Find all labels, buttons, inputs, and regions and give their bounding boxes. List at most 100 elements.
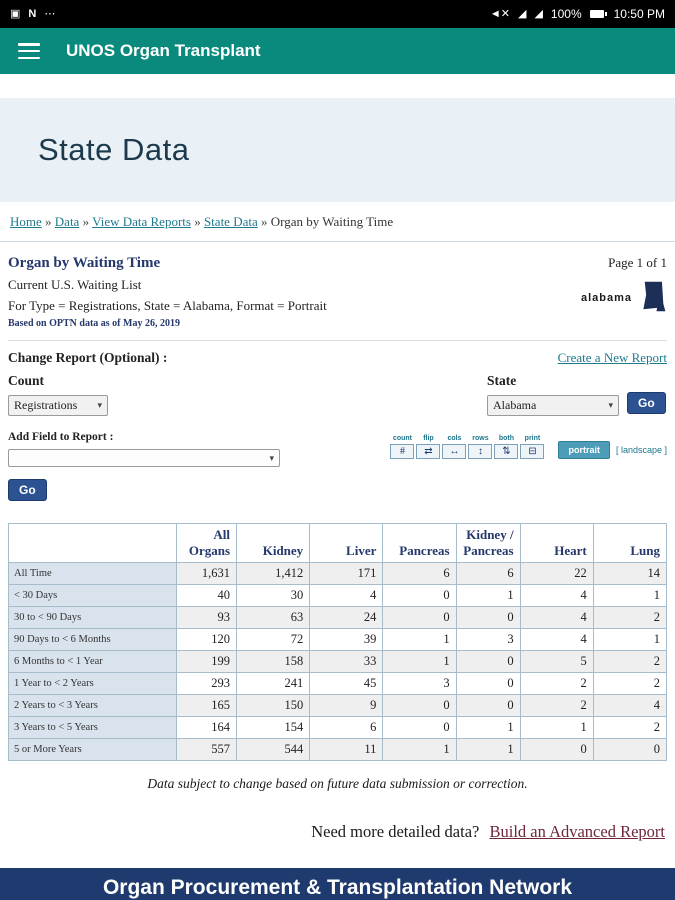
breadcrumb-item[interactable]: Data xyxy=(54,214,80,229)
data-disclaimer: Data subject to change based on future d… xyxy=(147,776,528,791)
report-title: Organ by Waiting Time xyxy=(8,255,161,271)
cell-value: 557 xyxy=(176,738,237,761)
cell-value: 1 xyxy=(455,738,521,761)
cell-value: 0 xyxy=(592,738,668,761)
both-icon: ⇅ xyxy=(494,444,519,459)
toolbar-print-button[interactable]: print ⊟ xyxy=(520,435,545,459)
cell-value: 5 xyxy=(519,650,594,673)
cell-value: 1,412 xyxy=(235,562,311,585)
breadcrumb-item[interactable]: View Data Reports xyxy=(92,214,191,229)
page-indicator: Page 1 of 1 xyxy=(608,255,667,270)
nfc-icon: N xyxy=(28,7,37,20)
toolbar-button-label: rows xyxy=(472,435,489,442)
state-go-button[interactable]: Go xyxy=(627,391,666,414)
row-label: 30 to < 90 Days xyxy=(8,606,177,629)
landscape-link[interactable]: [ landscape ] xyxy=(615,445,667,455)
table-row: 90 Days to < 6 Months 120 72 39 1 3 4 1 xyxy=(8,628,668,651)
cell-value: 165 xyxy=(176,694,237,717)
cell-value: 1 xyxy=(382,628,457,651)
create-new-report-link[interactable]: Create a New Report xyxy=(557,350,667,365)
cell-value: 2 xyxy=(519,694,594,717)
cell-value: 9 xyxy=(309,694,384,717)
breadcrumb-separator: » xyxy=(257,214,271,229)
row-label: All Time xyxy=(8,562,177,585)
count-icon: # xyxy=(390,444,415,459)
cell-value: 3 xyxy=(455,628,521,651)
report-subtitle-filters: For Type = Registrations, State = Alabam… xyxy=(8,298,327,313)
state-logo-label: alabama xyxy=(580,291,632,304)
cell-value: 0 xyxy=(382,694,457,717)
cell-value: 11 xyxy=(309,738,384,761)
report-area: Organ by Waiting Time Current U.S. Waiti… xyxy=(0,255,675,842)
row-label: 2 Years to < 3 Years xyxy=(8,694,177,717)
wifi-off-icon: ◢ xyxy=(517,7,527,20)
column-header: Heart xyxy=(519,523,594,563)
row-label-header xyxy=(8,523,177,563)
organ-waiting-time-table: All Organs Kidney Liver Pancreas Kidney / Pa… xyxy=(8,523,668,761)
app-bar: UNOS Organ Transplant xyxy=(0,28,675,74)
cell-value: 14 xyxy=(592,562,668,585)
breadcrumb-item[interactable]: Home xyxy=(10,214,42,229)
column-header: Kidney xyxy=(235,523,311,563)
cell-value: 1 xyxy=(592,584,668,607)
cell-value: 2 xyxy=(592,716,668,739)
report-header: Organ by Waiting Time Current U.S. Waiti… xyxy=(8,255,667,329)
state-select[interactable]: Alabama ▾ xyxy=(487,395,619,416)
cell-value: 22 xyxy=(519,562,594,585)
count-label: Count xyxy=(8,373,45,388)
build-advanced-report-link[interactable]: Build an Advanced Report xyxy=(489,822,665,841)
add-field-go-button[interactable]: Go xyxy=(8,479,47,501)
cell-value: 1 xyxy=(382,650,457,673)
portrait-button[interactable]: portrait xyxy=(558,441,610,459)
cell-value: 0 xyxy=(455,650,521,673)
advanced-report-cta: Need more detailed data? Build an Advanc… xyxy=(10,822,665,842)
battery-icon xyxy=(589,10,607,18)
menu-button[interactable] xyxy=(18,43,40,59)
status-bar: ▣ N ⋯ ◄✕ ◢ ◢ 100% 10:50 PM xyxy=(0,0,675,28)
toolbar-both-button[interactable]: both ⇅ xyxy=(494,435,519,459)
breadcrumb-item: Organ by Waiting Time xyxy=(270,214,394,229)
cell-value: 40 xyxy=(176,584,237,607)
add-field-select[interactable]: ▾ xyxy=(8,449,280,467)
toolbar-rows-button[interactable]: rows ↕ xyxy=(468,435,493,459)
breadcrumb-item[interactable]: State Data xyxy=(203,214,258,229)
table-row: < 30 Days 40 30 4 0 1 4 1 xyxy=(8,584,668,607)
cell-value: 2 xyxy=(519,672,594,695)
chevron-down-icon: ▾ xyxy=(97,400,102,410)
toolbar-button-label: both xyxy=(498,435,515,442)
cell-value: 0 xyxy=(455,672,521,695)
alabama-state-icon xyxy=(643,281,666,312)
toolbar-button-label: flip xyxy=(423,435,434,442)
cell-value: 4 xyxy=(519,584,594,607)
cell-value: 158 xyxy=(235,650,311,673)
cell-value: 199 xyxy=(176,650,237,673)
report-data-asof-note: Based on OPTN data as of May 26, 2019 xyxy=(8,318,180,329)
cell-value: 0 xyxy=(519,738,594,761)
cell-value: 2 xyxy=(592,672,668,695)
cell-value: 4 xyxy=(592,694,668,717)
toolbar-flip-button[interactable]: flip ⇄ xyxy=(416,435,441,459)
row-label: 5 or More Years xyxy=(8,738,177,761)
table-row: All Time 1,631 1,412 171 6 6 22 14 xyxy=(8,562,668,585)
page-header-band: State Data xyxy=(0,98,675,202)
state-label: State xyxy=(487,373,517,388)
report-toolbar: count # flip ⇄ cols ↔ rows ↕ both ⇅ print ⊟ portrai… xyxy=(390,431,667,459)
cell-value: 1,631 xyxy=(176,562,237,585)
toolbar-cols-button[interactable]: cols ↔ xyxy=(442,435,467,459)
add-field-heading: Add Field to Report : xyxy=(8,431,114,443)
count-select[interactable]: Registrations ▾ xyxy=(8,395,108,416)
add-field-section: Add Field to Report : ▾ Go count # flip ⇄ co… xyxy=(8,431,667,501)
state-select-value: Alabama xyxy=(493,398,537,412)
cell-value: 30 xyxy=(235,584,311,607)
cta-text: Need more detailed data? xyxy=(311,822,480,841)
cell-value: 2 xyxy=(592,606,668,629)
cell-value: 164 xyxy=(176,716,237,739)
cell-value: 0 xyxy=(382,716,457,739)
battery-percent: 100% xyxy=(550,7,582,21)
toolbar-count-button[interactable]: count # xyxy=(390,435,415,459)
cell-value: 72 xyxy=(235,628,311,651)
toolbar-button-label: print xyxy=(524,435,541,442)
cell-value: 0 xyxy=(455,606,521,629)
cell-value: 1 xyxy=(592,628,668,651)
cols-icon: ↔ xyxy=(442,444,467,459)
